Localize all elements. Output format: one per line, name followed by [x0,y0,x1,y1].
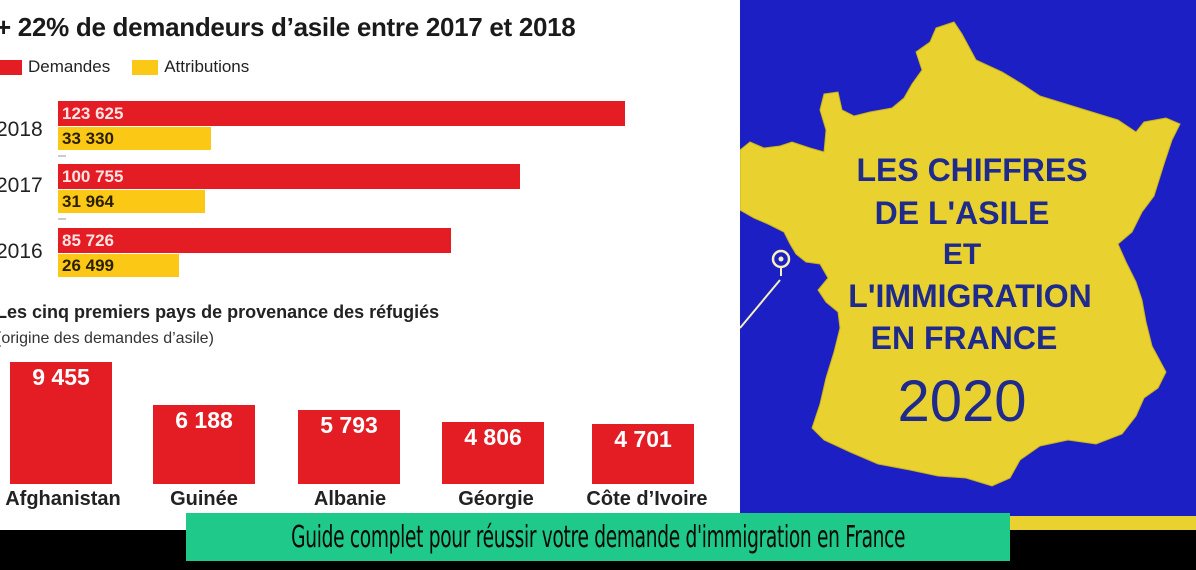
chart2-subtitle: (origine des demandes d’asile) [0,330,214,347]
poster-line-5: EN FRANCE [870,320,1058,356]
poster-line-3: ET [942,238,982,271]
caption-text: Guide complet pour réussir votre demande… [290,519,906,555]
bar-demandes-2017: 100 755 [58,164,520,189]
poster-year: 2020 [897,369,1027,434]
bar-guinee: 6 188 [153,405,255,484]
bar-attributions-2016: 26 499 [58,254,179,277]
legend-item-demandes: Demandes [0,57,110,77]
bar-albanie: 5 793 [298,410,400,484]
bar-value: 33 330 [62,128,114,148]
bar-value: 5 793 [320,412,378,438]
bar-attributions-2017: 31 964 [58,190,205,213]
year-label-2017: 2017 [0,174,43,197]
chart1-title: + 22% de demandeurs d’asile entre 2017 e… [0,12,576,42]
bar-value: 6 188 [175,407,233,433]
country-label: Afghanistan [5,488,121,510]
country-label: Géorgie [458,488,534,510]
bar-value: 4 701 [614,426,672,452]
tick [58,155,66,157]
infographic-panel: + 22% de demandeurs d’asile entre 2017 e… [0,0,740,530]
chart2-title: Les cinq premiers pays de provenance des… [0,302,440,322]
poster-line-1: LES CHIFFRES [856,152,1088,188]
country-label: Albanie [313,488,387,510]
bar-attributions-2018: 33 330 [58,127,211,150]
bar-value: 4 806 [464,424,522,450]
legend-swatch-red [0,59,22,75]
bar-demandes-2016: 85 726 [58,228,451,253]
poster-line-2: DE L'ASILE [874,195,1050,231]
bar-value: 26 499 [62,255,114,275]
caption-banner: Guide complet pour réussir votre demande… [186,513,1010,561]
bar-afghanistan: 9 455 [10,362,112,484]
france-map-icon [740,21,1181,487]
legend-label: Demandes [28,57,111,76]
country-label: Côte d’Ivoire [586,488,708,510]
poster-panel: LES CHIFFRES DE L'ASILE ET L'IMMIGRATION… [740,0,1196,516]
bar-georgie: 4 806 [442,422,544,484]
legend-label: Attributions [164,57,250,76]
year-label-2016: 2016 [0,240,43,263]
bar-value: 85 726 [62,230,114,250]
bar-value: 31 964 [62,191,114,211]
bar-cote-divoire: 4 701 [592,424,694,484]
year-label-2018: 2018 [0,118,43,141]
chart1-legend: Demandes Attributions [0,57,271,77]
poster-line-4: L'IMMIGRATION [848,278,1092,314]
bar-demandes-2018: 123 625 [58,101,625,126]
legend-item-attributions: Attributions [132,57,249,77]
bar-value: 9 455 [32,364,90,390]
bar-value: 123 625 [62,103,124,123]
country-label: Guinée [170,488,238,510]
legend-swatch-yellow [132,59,159,75]
tick [58,218,66,220]
bar-value: 100 755 [62,166,124,186]
